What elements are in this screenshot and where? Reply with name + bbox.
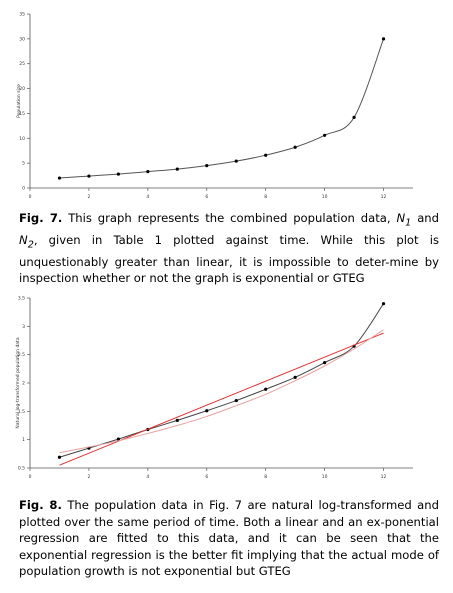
chart-log-population-vs-time: 0 2 4 6 8 10 12 0.5 1 1.5 2 2.5 3 3.5 Natural log-tran… bbox=[15, 296, 413, 480]
data-point bbox=[323, 133, 327, 137]
y-tick-label: 2.5 bbox=[18, 352, 25, 358]
data-point bbox=[116, 172, 120, 176]
data-series-line bbox=[59, 303, 384, 458]
x-tick-label: 2 bbox=[87, 194, 90, 200]
data-point bbox=[175, 167, 179, 171]
data-point bbox=[264, 153, 268, 157]
y-tick-label: 30 bbox=[19, 36, 25, 42]
x-tick-label: 4 bbox=[146, 194, 149, 200]
y-tick-label: 0 bbox=[22, 186, 25, 192]
y-tick-label: 5 bbox=[22, 161, 25, 167]
data-point bbox=[234, 159, 238, 163]
n2-subscript: 2 bbox=[27, 239, 34, 251]
fig7-text-c: , given in Table 1 plotted against time.… bbox=[19, 232, 439, 286]
y-tick-label: 2 bbox=[22, 381, 25, 387]
data-point bbox=[381, 37, 386, 41]
data-point bbox=[116, 437, 120, 441]
fig7-label: Fig. 7. bbox=[19, 211, 63, 225]
y-tick-label: 20 bbox=[19, 86, 25, 92]
chart-population-vs-time: 02468101205101520253035Time in relative … bbox=[16, 12, 413, 200]
data-point bbox=[205, 409, 209, 413]
x-tick-label: 0 bbox=[29, 474, 32, 480]
y-tick-label: 35 bbox=[19, 12, 25, 18]
data-point bbox=[234, 398, 238, 403]
fig7-text-a: This graph represents the combined popul… bbox=[62, 211, 397, 225]
y-tick-label: 3 bbox=[22, 324, 25, 330]
n2-symbol: N bbox=[19, 232, 28, 247]
figure-8-caption: Fig. 8. The population data in Fig. 7 ar… bbox=[19, 497, 439, 580]
y-tick-label: 1.5 bbox=[18, 409, 25, 415]
y-tick-label: 0.5 bbox=[18, 466, 25, 472]
data-point bbox=[87, 174, 91, 178]
x-tick-label: 10 bbox=[322, 194, 328, 200]
data-point bbox=[57, 455, 62, 459]
x-tick-label: 6 bbox=[205, 474, 208, 480]
data-series-line bbox=[59, 38, 385, 179]
data-point bbox=[205, 164, 209, 168]
x-tick-label: 2 bbox=[87, 474, 90, 480]
y-tick-label: 15 bbox=[19, 111, 25, 117]
fig8-text: The population data in Fig. 7 are natura… bbox=[19, 498, 439, 579]
y-tick-label: 1 bbox=[22, 437, 25, 443]
y-tick-label: 3.5 bbox=[18, 296, 25, 302]
n1-symbol: N bbox=[396, 211, 406, 225]
exponential-regression-curve bbox=[59, 329, 384, 454]
x-tick-label: 4 bbox=[146, 474, 149, 480]
data-point bbox=[293, 145, 297, 149]
y-axis-label: Population size bbox=[16, 84, 22, 118]
data-point bbox=[146, 169, 150, 174]
fig7-text-b: and bbox=[411, 211, 440, 225]
x-tick-label: 8 bbox=[264, 194, 267, 200]
x-tick-label: 12 bbox=[381, 194, 387, 200]
y-axis-label: Natural log-transformed population data bbox=[15, 337, 21, 428]
n1-subscript: 1 bbox=[405, 217, 412, 229]
data-point bbox=[264, 387, 268, 391]
data-point bbox=[381, 302, 386, 306]
data-point bbox=[352, 115, 356, 120]
data-point bbox=[175, 418, 179, 422]
data-point bbox=[323, 361, 327, 365]
linear-regression-line bbox=[59, 332, 384, 466]
x-tick-label: 8 bbox=[264, 474, 267, 480]
x-tick-label: 10 bbox=[322, 474, 328, 480]
y-tick-label: 10 bbox=[19, 136, 25, 142]
x-tick-label: 6 bbox=[205, 194, 208, 200]
data-point bbox=[57, 176, 62, 180]
figure-7-caption: Fig. 7. This graph represents the combin… bbox=[19, 210, 439, 287]
fig8-label: Fig. 8. bbox=[19, 498, 62, 512]
data-point bbox=[293, 375, 297, 379]
x-tick-label: 0 bbox=[29, 194, 32, 200]
x-tick-label: 12 bbox=[381, 474, 387, 480]
y-tick-label: 25 bbox=[19, 61, 25, 67]
